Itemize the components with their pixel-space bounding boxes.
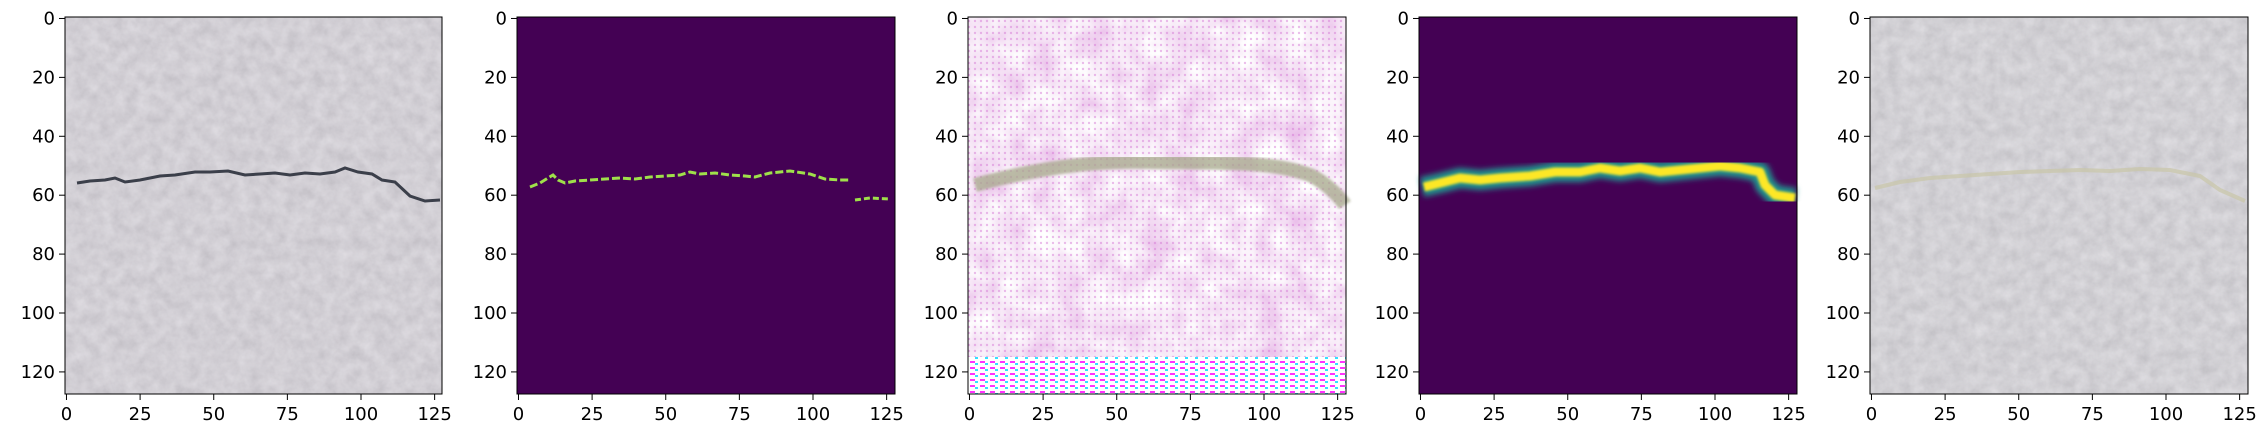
- generated-bottom-artifacts: [968, 357, 1346, 394]
- generated-crack-band: [973, 154, 1351, 210]
- panel-predicted-mask-image: [1419, 17, 1797, 394]
- x-tick-label: 75: [2081, 404, 2104, 425]
- y-tick-label: 20: [1837, 67, 1860, 88]
- predicted-crack: [1422, 161, 1796, 203]
- y-tick-label: 20: [935, 67, 958, 88]
- crack-line: [76, 166, 441, 203]
- x-tick-label: 50: [654, 404, 677, 425]
- x-tick-label: 75: [276, 404, 299, 425]
- y-tick-label: 80: [935, 244, 958, 265]
- x-tick-label: 125: [869, 404, 903, 425]
- x-tick-label: 0: [1415, 404, 1426, 425]
- x-tick-label: 0: [61, 404, 72, 425]
- x-tick-label: 100: [796, 404, 830, 425]
- y-tick-label: 120: [924, 362, 958, 383]
- x-tick-label: 125: [2222, 404, 2256, 425]
- y-tick-label: 0: [947, 8, 958, 29]
- y-tick-label: 60: [484, 185, 507, 206]
- x-tick-label: 50: [1105, 404, 1128, 425]
- y-tick-label: 120: [1375, 362, 1409, 383]
- x-tick-label: 25: [1483, 404, 1506, 425]
- y-tick-label: 0: [1398, 8, 1409, 29]
- axes: 0 25 50 75 100 125 0 20 40 60 80 100 120 0 25 50 75 100 12…: [21, 8, 2257, 425]
- panel-generated-frame: [967, 16, 1347, 395]
- y-tick-label: 100: [1826, 303, 1860, 324]
- y-tick-label: 60: [1386, 185, 1409, 206]
- panel-reconstruction-image: [1870, 17, 2248, 394]
- panel-predicted-mask: [1418, 16, 1798, 395]
- x-tick-label: 50: [2007, 404, 2030, 425]
- panel-generated-dots: [968, 17, 1346, 394]
- y-tick-label: 40: [1837, 126, 1860, 147]
- panel-predicted-mask-frame: [1418, 16, 1798, 395]
- x-tick-label: 125: [1320, 404, 1354, 425]
- y-tick-label: 40: [484, 126, 507, 147]
- y-tick-label: 100: [1375, 303, 1409, 324]
- panel-reconstruction-frame: [1869, 16, 2249, 395]
- y-tick-label: 0: [496, 8, 507, 29]
- x-tick-label: 50: [1556, 404, 1579, 425]
- y-tick-label: 80: [1386, 244, 1409, 265]
- x-tick-label: 25: [581, 404, 604, 425]
- x-tick-label: 75: [728, 404, 751, 425]
- y-tick-label: 80: [32, 244, 55, 265]
- x-tick-label: 25: [129, 404, 152, 425]
- panel-reconstruction: [1869, 16, 2249, 395]
- x-tick-label: 25: [1934, 404, 1957, 425]
- x-tick-label: 0: [513, 404, 524, 425]
- x-tick-label: 0: [964, 404, 975, 425]
- x-tick-label: 75: [1630, 404, 1653, 425]
- x-tick-label: 25: [1032, 404, 1055, 425]
- y-tick-label: 20: [1386, 67, 1409, 88]
- panel-ground-truth-mask: [516, 16, 896, 395]
- y-tick-label: 0: [1849, 8, 1860, 29]
- y-tick-label: 60: [1837, 185, 1860, 206]
- x-tick-label: 125: [417, 404, 451, 425]
- y-tick-label: 120: [21, 362, 55, 383]
- y-tick-label: 40: [1386, 126, 1409, 147]
- x-tick-label: 0: [1866, 404, 1877, 425]
- y-tick-label: 120: [473, 362, 507, 383]
- x-tick-label: 100: [344, 404, 378, 425]
- panel-ground-truth-mask-image: [517, 17, 895, 394]
- y-tick-label: 20: [484, 67, 507, 88]
- x-tick-label: 50: [202, 404, 225, 425]
- panel-ground-truth-mask-frame: [516, 16, 896, 395]
- y-tick-label: 120: [1826, 362, 1860, 383]
- x-tick-label: 125: [1771, 404, 1805, 425]
- y-tick-label: 20: [32, 67, 55, 88]
- panel-input-image: [65, 17, 442, 394]
- panel-input-frame: [64, 16, 443, 395]
- y-tick-label: 100: [473, 303, 507, 324]
- y-tick-label: 0: [44, 8, 55, 29]
- x-tick-label: 100: [1247, 404, 1281, 425]
- y-tick-label: 40: [935, 126, 958, 147]
- x-tick-label: 75: [1179, 404, 1202, 425]
- y-tick-label: 40: [32, 126, 55, 147]
- x-tick-label: 100: [1698, 404, 1732, 425]
- y-tick-label: 60: [32, 185, 55, 206]
- y-tick-label: 80: [1837, 244, 1860, 265]
- y-tick-label: 100: [924, 303, 958, 324]
- crack-mask-trace-end: [854, 196, 891, 202]
- y-tick-label: 100: [21, 303, 55, 324]
- y-tick-label: 80: [484, 244, 507, 265]
- panel-generated: [967, 16, 1351, 395]
- panel-input: [64, 16, 443, 395]
- crack-mask-trace: [529, 169, 850, 189]
- x-tick-label: 100: [2149, 404, 2183, 425]
- y-tick-label: 60: [935, 185, 958, 206]
- reconstruction-crack: [1874, 166, 2246, 203]
